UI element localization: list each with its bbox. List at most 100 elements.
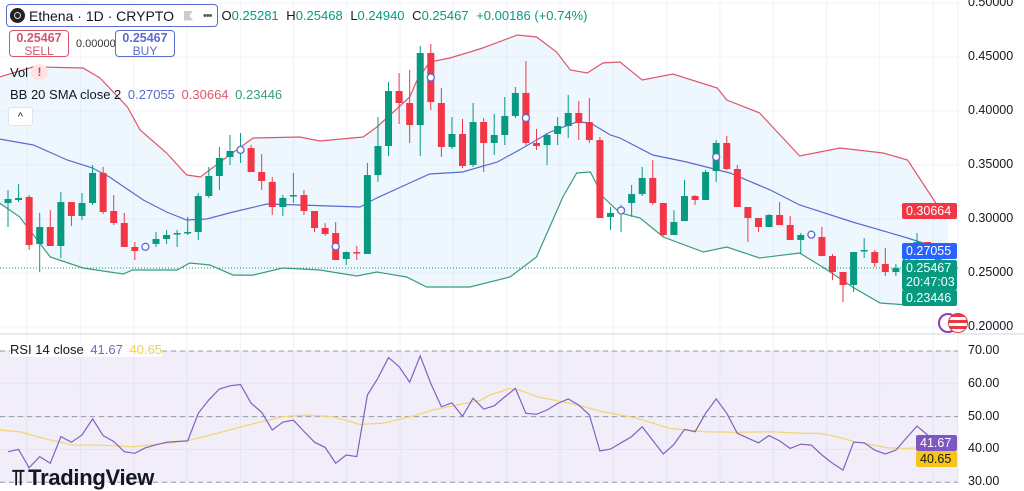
bb-lower-price-tag: 0.23446 (902, 290, 957, 306)
bb-upper-value: 0.30664 (181, 87, 229, 102)
event-marker (426, 73, 435, 82)
candle-body (226, 150, 234, 158)
warning-icon[interactable]: ! (31, 64, 48, 81)
open-value: 0.25281 (231, 8, 279, 23)
close-value: 0.25467 (421, 8, 469, 23)
volume-indicator-label[interactable]: Vol (10, 65, 29, 80)
rsi-line (7, 354, 949, 472)
candle-body (680, 195, 688, 222)
candle-body (99, 172, 107, 212)
rsi-legend[interactable]: RSI 14 close 41.67 40.65 (10, 342, 163, 357)
candle (57, 192, 65, 258)
candle (850, 252, 858, 293)
rsi-tick-label: 30.00 (968, 474, 1000, 489)
candle (649, 160, 657, 205)
candle (120, 212, 128, 247)
candle-body (554, 126, 562, 135)
bollinger-basis-line (0, 121, 948, 252)
sell-button[interactable]: 0.25467 SELL (9, 30, 69, 58)
bollinger-legend[interactable]: BB 20 SMA close 2 0.27055 0.30664 0.2344… (10, 87, 282, 102)
flag-icon[interactable] (183, 10, 193, 21)
candle-body (194, 195, 202, 232)
candle-body (585, 122, 593, 141)
candle (215, 146, 223, 190)
candle (99, 166, 107, 215)
candle-body (311, 211, 319, 228)
candle-body (300, 195, 308, 212)
event-marker (712, 152, 721, 162)
collapse-legend-button[interactable]: ^ (8, 107, 33, 126)
candle (448, 117, 456, 150)
price-tick-label: 0.45000 (968, 49, 1014, 63)
change-value: +0.00186 (+0.74%) (476, 8, 588, 23)
candle (490, 114, 498, 155)
candle (628, 184, 636, 217)
candle-body (57, 202, 65, 246)
more-options-button[interactable]: ••• (202, 9, 213, 22)
candle-body (120, 222, 128, 247)
candle (480, 118, 488, 173)
candle-body (46, 226, 54, 246)
tradingview-wordmark: TradingView (28, 465, 155, 490)
candle (25, 195, 33, 250)
candle (311, 211, 319, 232)
candle-body (881, 264, 889, 273)
candle (659, 203, 667, 236)
candle-body (628, 194, 636, 204)
candle (606, 207, 614, 231)
rsi-ma-value: 40.65 (129, 342, 163, 357)
candle-body (839, 272, 847, 285)
candle-body (511, 92, 519, 116)
candle (173, 230, 181, 247)
candle (670, 210, 678, 235)
candle-body (268, 181, 276, 208)
candle-body (754, 218, 762, 227)
candle (321, 222, 329, 236)
candle-body (448, 134, 456, 147)
symbol-title-box[interactable]: Ethena · 1D · CRYPTO ••• (6, 4, 218, 27)
candle-body (173, 233, 181, 235)
bar-countdown: 20:47:03 (906, 275, 955, 289)
candle (501, 96, 509, 146)
candle-body (15, 197, 23, 200)
candle-body (850, 252, 858, 285)
bb-upper-price-tag: 0.30664 (902, 203, 957, 219)
rsi-tick-label: 70.00 (968, 343, 1000, 357)
candle (754, 218, 762, 232)
candle (4, 189, 12, 227)
high-value: 0.25468 (295, 8, 343, 23)
open-label: O (221, 8, 232, 23)
last-price-value: 0.25467 (906, 261, 952, 275)
candle (194, 192, 202, 240)
candle-body (374, 145, 382, 176)
event-marker (141, 242, 150, 251)
last-price-tag: 0.25467 20:47:03 (902, 260, 957, 290)
candle-body (797, 234, 805, 240)
candle-body (342, 252, 350, 259)
candle (152, 231, 160, 247)
candle-body (459, 134, 467, 166)
candle (184, 216, 192, 235)
candle (564, 95, 572, 138)
candle-body (501, 115, 509, 135)
candle (46, 210, 54, 246)
candle-body (4, 199, 12, 204)
candle (67, 202, 75, 227)
tradingview-logo[interactable]: ⫪ TradingView (12, 465, 154, 491)
candle-body (744, 207, 752, 219)
candle (437, 87, 445, 158)
candle (353, 246, 361, 261)
bb-lower-value: 0.23446 (235, 87, 283, 102)
bollinger-band-fill (0, 35, 948, 305)
event-marker (331, 242, 340, 251)
candle-body (437, 103, 445, 147)
us-flag-icon[interactable] (948, 313, 968, 333)
candle (89, 165, 97, 205)
event-markers (141, 73, 911, 267)
candle (300, 189, 308, 216)
buy-button[interactable]: 0.25467 BUY (115, 30, 175, 58)
candle-body (321, 227, 329, 235)
rsi-tick-label: 50.00 (968, 408, 1000, 423)
candle (892, 264, 900, 277)
